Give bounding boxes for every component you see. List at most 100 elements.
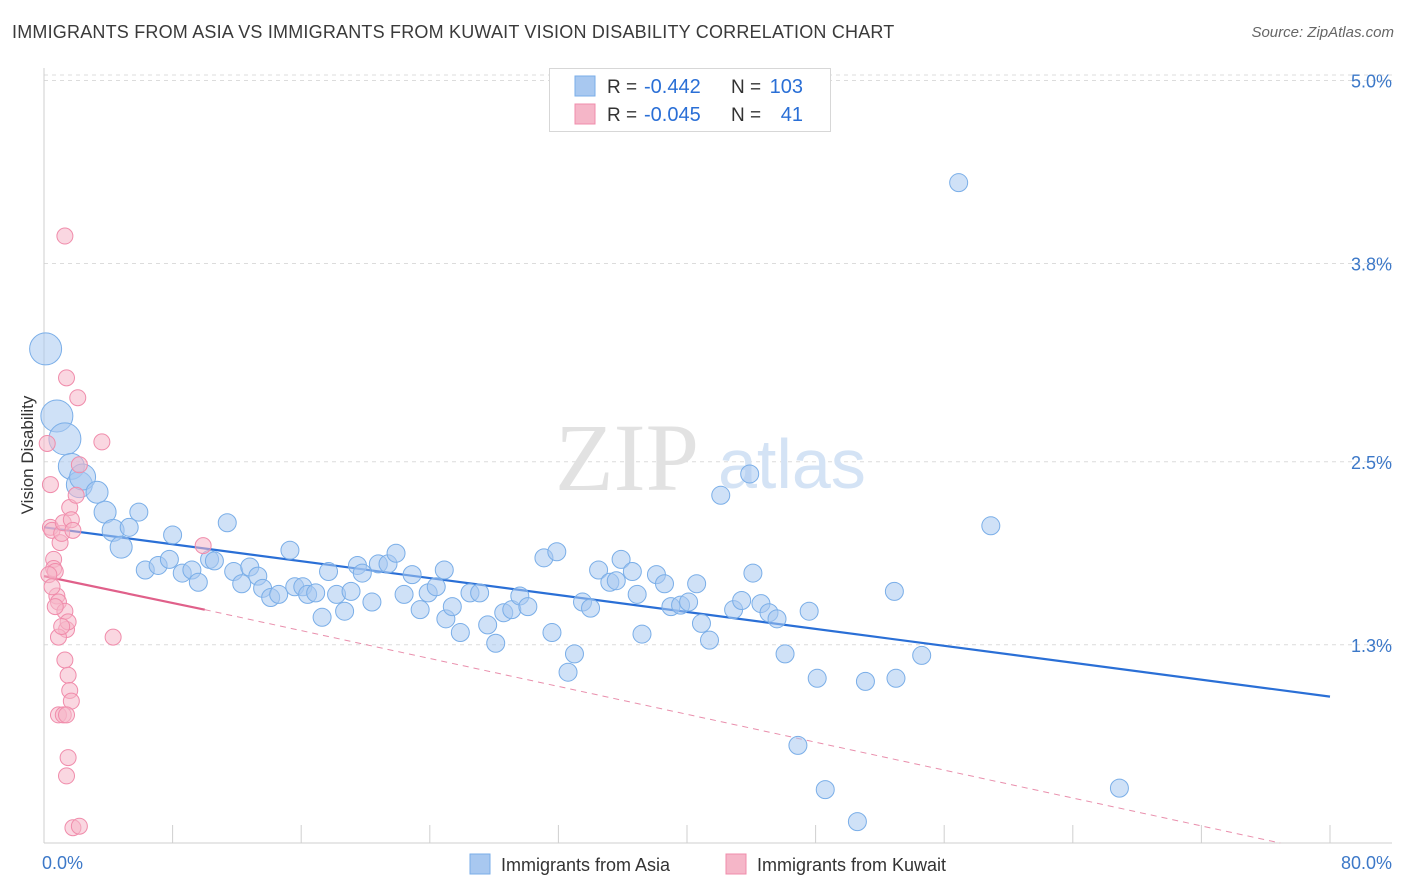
source-label: Source: ZipAtlas.com [1251, 24, 1394, 41]
point-kuwait [58, 369, 76, 387]
point-asia [547, 542, 567, 562]
point-asia [847, 812, 867, 832]
series-legend-swatch-asia [469, 853, 491, 875]
point-asia [204, 551, 224, 571]
series-legend-label-kuwait: Immigrants from Kuwait [757, 855, 946, 875]
point-asia [306, 583, 326, 603]
point-kuwait [58, 767, 76, 785]
point-asia [312, 607, 332, 627]
point-kuwait [46, 598, 64, 616]
point-asia [767, 609, 787, 629]
point-asia [188, 572, 208, 592]
point-asia [109, 535, 133, 559]
point-asia [743, 563, 763, 583]
series-legend: Immigrants from Asia Immigrants from Kuw… [0, 850, 1406, 880]
legend-r-label: R = [607, 77, 637, 98]
point-asia [687, 574, 707, 594]
point-asia [807, 668, 827, 688]
point-asia [362, 592, 382, 612]
point-asia [855, 671, 875, 691]
point-asia [450, 623, 470, 643]
point-asia [410, 600, 430, 620]
legend-r-value: -0.442 [644, 76, 701, 98]
point-asia [679, 592, 699, 612]
legend-swatch-asia [574, 75, 596, 97]
point-kuwait [56, 651, 74, 669]
x-tick-label: 80.0% [1341, 853, 1392, 873]
data-points [29, 173, 1129, 837]
point-asia [912, 645, 932, 665]
point-kuwait [43, 578, 61, 596]
point-asia [542, 623, 562, 643]
point-asia [886, 668, 906, 688]
y-tick-label: 3.8% [1351, 255, 1392, 275]
point-asia [478, 615, 498, 635]
point-asia [815, 780, 835, 800]
point-kuwait [93, 433, 111, 451]
point-asia [627, 584, 647, 604]
trend-line-kuwait-extension [204, 609, 1281, 844]
point-kuwait [59, 666, 77, 684]
point-asia [691, 613, 711, 633]
point-asia [119, 517, 139, 537]
point-kuwait [104, 628, 122, 646]
point-asia [470, 583, 490, 603]
y-tick-label: 1.3% [1351, 636, 1392, 656]
point-asia [700, 630, 720, 650]
chart-title: IMMIGRANTS FROM ASIA VS IMMIGRANTS FROM … [12, 22, 895, 42]
point-kuwait [69, 389, 87, 407]
point-asia [163, 525, 183, 545]
watermark-zip: ZIP [555, 404, 699, 511]
point-asia [319, 562, 339, 582]
point-kuwait [59, 749, 77, 767]
point-asia [732, 591, 752, 611]
correlation-legend: R = -0.442 N = 103 R = -0.045 N = 41 [549, 68, 831, 132]
point-kuwait [38, 434, 56, 452]
point-asia [884, 581, 904, 601]
trend-line-kuwait [43, 575, 205, 611]
x-tick-label: 0.0% [42, 853, 83, 873]
point-kuwait [56, 227, 74, 245]
point-asia [564, 644, 584, 664]
point-asia [788, 735, 808, 755]
point-kuwait [58, 706, 76, 724]
point-asia [335, 601, 355, 621]
point-asia [352, 563, 372, 583]
legend-r-label: R = [607, 105, 637, 126]
point-asia [799, 601, 819, 621]
point-asia [129, 502, 149, 522]
watermark-atlas: atlas [718, 425, 866, 503]
point-asia [1109, 778, 1129, 798]
point-asia [558, 662, 578, 682]
point-asia [711, 485, 731, 505]
point-asia [981, 516, 1001, 536]
legend-n-label: N = [731, 105, 761, 126]
point-asia [442, 597, 462, 617]
point-kuwait [41, 476, 59, 494]
series-legend-label-asia: Immigrants from Asia [501, 855, 671, 875]
legend-r-value: -0.045 [644, 104, 701, 126]
point-asia [85, 480, 109, 504]
point-asia [581, 598, 601, 618]
point-asia [386, 543, 406, 563]
point-asia [29, 332, 63, 366]
point-asia [518, 597, 538, 617]
point-asia [775, 644, 795, 664]
point-asia [632, 624, 652, 644]
point-asia [402, 565, 422, 585]
legend-n-value: 103 [770, 76, 803, 98]
point-asia [269, 584, 289, 604]
point-asia [341, 581, 361, 601]
point-asia [606, 571, 626, 591]
point-asia [426, 577, 446, 597]
series-legend-swatch-kuwait [725, 853, 747, 875]
axes [43, 68, 1392, 844]
point-kuwait [194, 537, 212, 555]
y-tick-label: 5.0% [1351, 72, 1392, 92]
point-kuwait [70, 817, 88, 835]
point-asia [280, 540, 300, 560]
point-asia [611, 549, 631, 569]
legend-swatch-kuwait [574, 103, 596, 125]
point-kuwait [53, 617, 71, 635]
